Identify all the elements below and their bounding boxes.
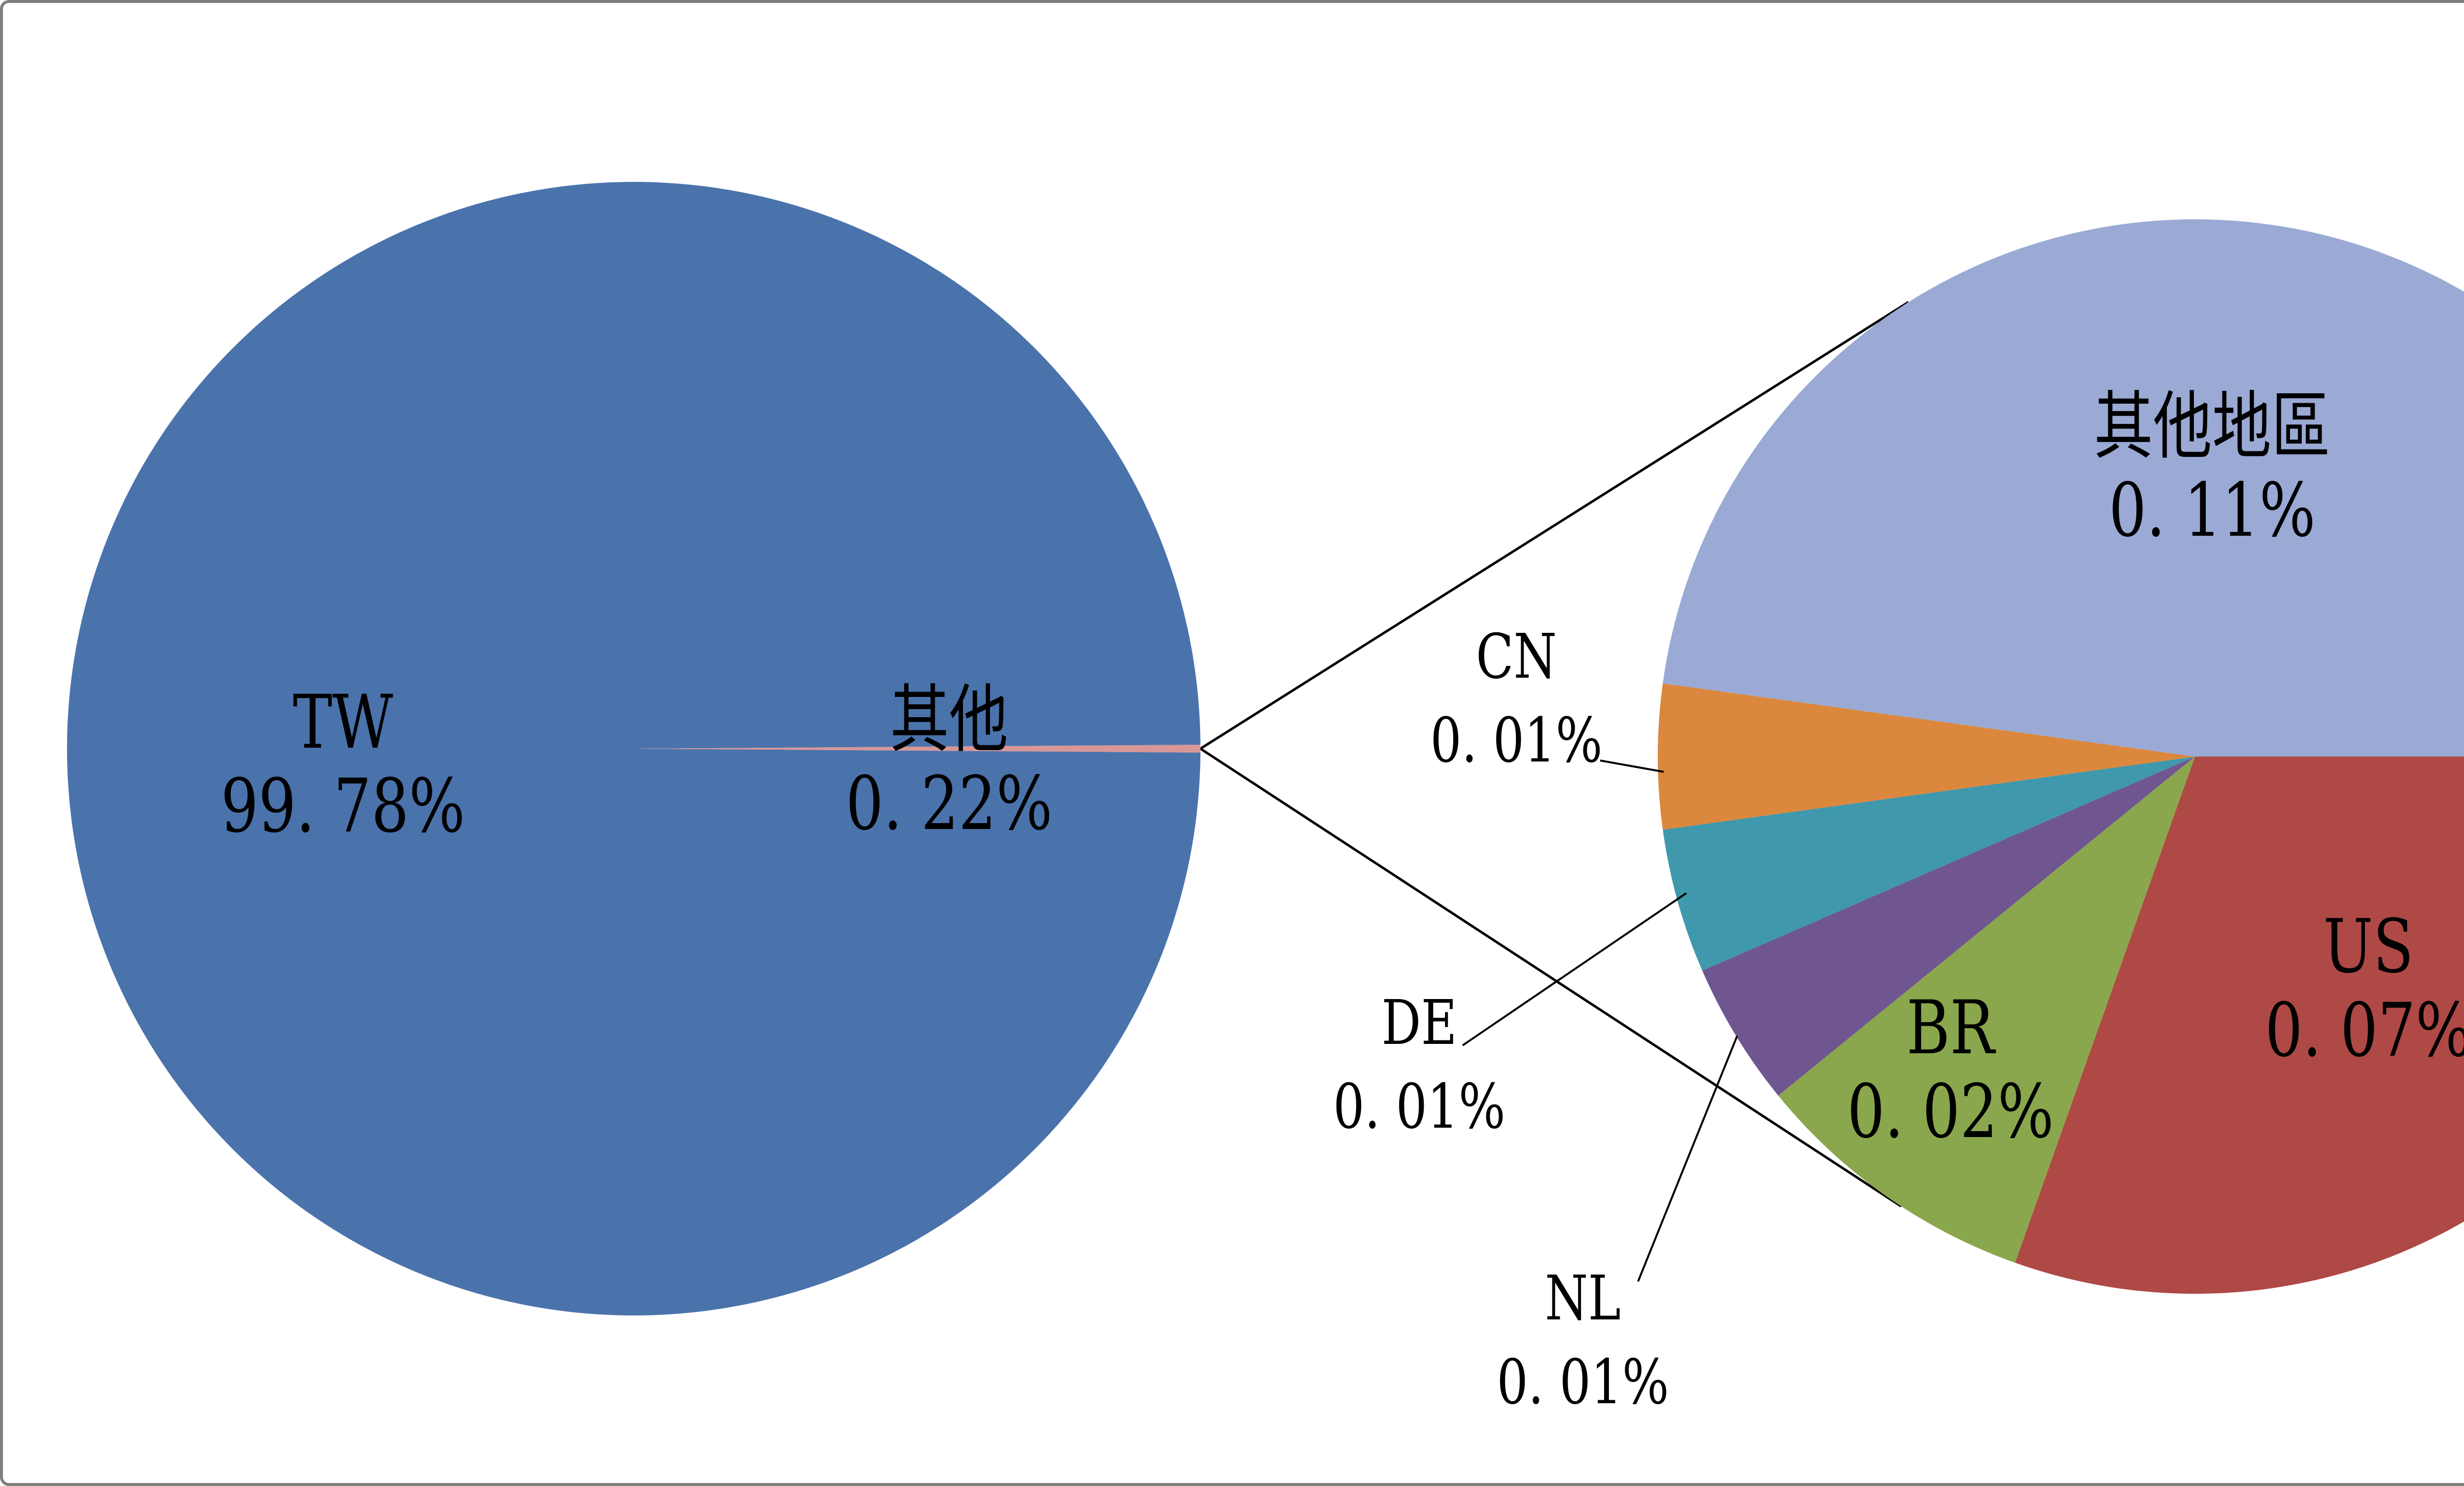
label-qita-value: 0. 22% [846,761,1053,847]
label-leader-lines [1462,760,1738,1282]
label-us-name: US [2323,904,2414,990]
label-us-value: 0. 07% [2265,988,2464,1073]
secondary-pie [1657,219,2464,1294]
secondary-pie-slice-0-US[interactable] [2015,757,2464,1294]
leader-line-de [1462,892,1687,1046]
series-connector-lines [1199,301,1909,1208]
leader-line-cn [1600,760,1664,773]
series-line-upper [1199,301,1909,750]
label-tw-name: TW [293,680,393,765]
secondary-pie-slice-2-NL[interactable] [1702,757,2195,1096]
label-br-value: 0. 02% [1847,1069,2054,1155]
secondary-pie-slice-3-DE[interactable] [1663,757,2195,971]
label-cn-name: CN [1475,621,1557,692]
main-pie-slice-0-TW[interactable] [67,181,1200,1315]
series-line-lower [1199,747,1902,1208]
main-pie [67,181,1200,1315]
main-pie-slice-1-其他[interactable] [634,745,1200,753]
label-qitadiqu-name: 其他地區 [2093,384,2331,470]
label-de-value: 0. 01% [1333,1071,1506,1142]
label-nl: NL 0. 01% [1497,1257,1669,1424]
label-cn-value: 0. 01% [1430,705,1603,776]
pie-of-pie-chart [67,181,2464,1315]
label-tw: TW 99. 78% [221,681,465,848]
label-br: BR 0. 02% [1847,986,2053,1154]
label-nl-value: 0. 01% [1497,1347,1669,1418]
label-qita-name: 其他 [890,677,1009,763]
label-qita: 其他 0. 22% [846,678,1052,846]
label-nl-name: NL [1545,1263,1621,1334]
label-br-name: BR [1906,985,1995,1071]
label-qitadiqu: 其他地區 0. 11% [2094,385,2330,553]
label-de: DE 0. 01% [1333,981,1505,1149]
leader-line-nl [1637,1036,1738,1282]
secondary-pie-slice-1-BR[interactable] [1778,757,2195,1263]
label-us: US 0. 07% [2265,905,2464,1072]
secondary-pie-slice-5-其他地區[interactable] [1663,219,2464,757]
label-tw-value: 99. 78% [221,763,465,849]
label-de-name: DE [1381,987,1457,1059]
label-qitadiqu-value: 0. 11% [2109,468,2316,553]
secondary-pie-slice-4-CN[interactable] [1657,683,2195,830]
label-cn: CN 0. 01% [1430,615,1602,783]
